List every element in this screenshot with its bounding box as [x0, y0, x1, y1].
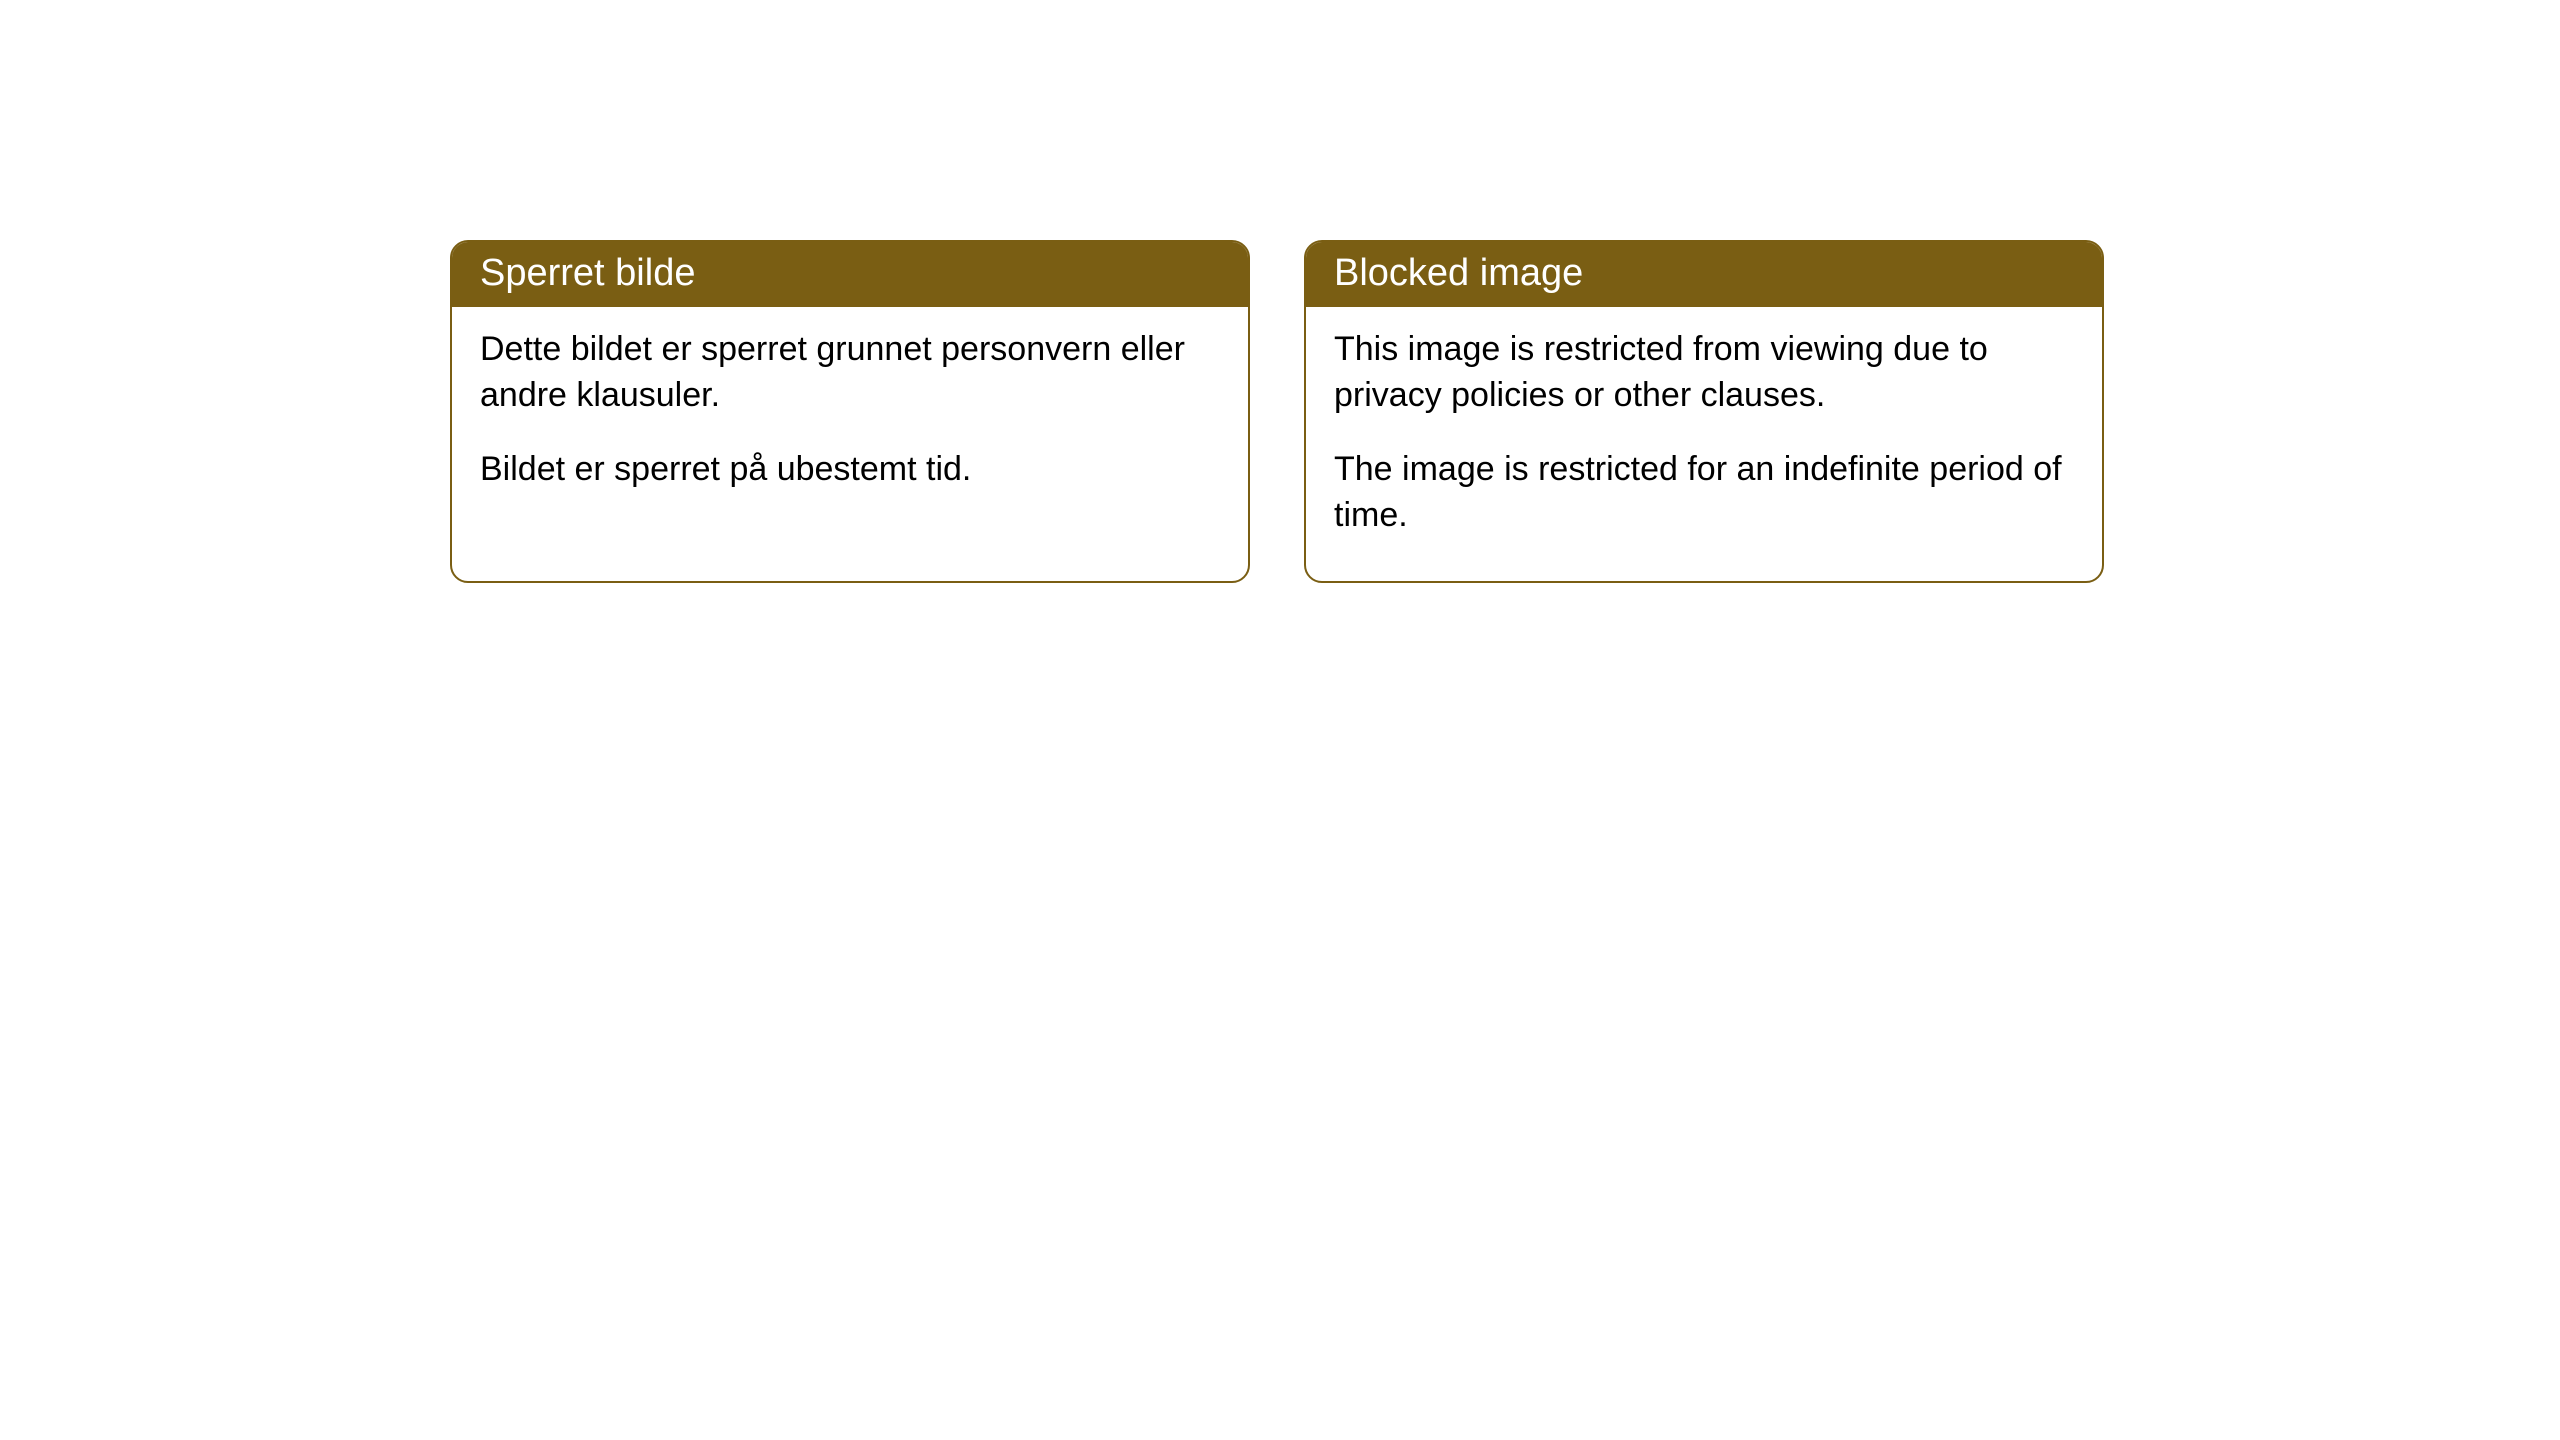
blocked-image-card-no: Sperret bilde Dette bildet er sperret gr… — [450, 240, 1250, 583]
card-title-en: Blocked image — [1306, 242, 2102, 307]
card-text-en-2: The image is restricted for an indefinit… — [1334, 447, 2074, 539]
card-body-no: Dette bildet er sperret grunnet personve… — [452, 307, 1248, 535]
card-container: Sperret bilde Dette bildet er sperret gr… — [0, 0, 2560, 583]
blocked-image-card-en: Blocked image This image is restricted f… — [1304, 240, 2104, 583]
card-body-en: This image is restricted from viewing du… — [1306, 307, 2102, 581]
card-text-no-2: Bildet er sperret på ubestemt tid. — [480, 447, 1220, 493]
card-text-no-1: Dette bildet er sperret grunnet personve… — [480, 327, 1220, 419]
card-title-no: Sperret bilde — [452, 242, 1248, 307]
card-text-en-1: This image is restricted from viewing du… — [1334, 327, 2074, 419]
